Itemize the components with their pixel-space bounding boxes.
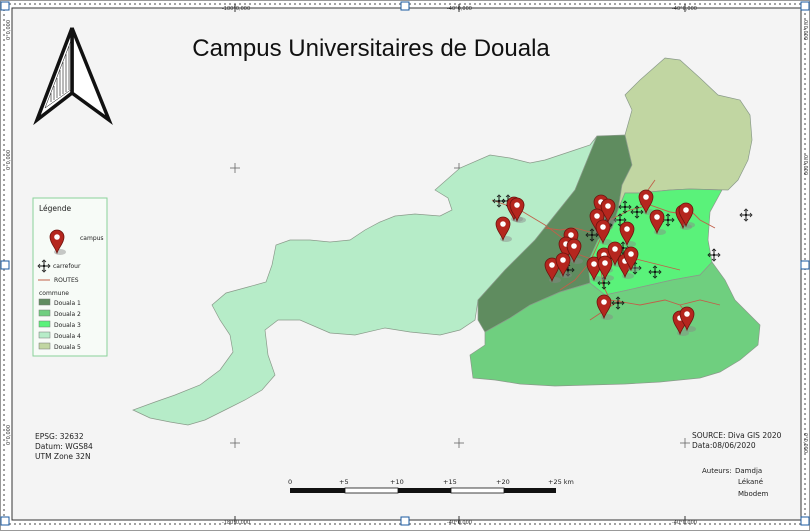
authors-label: Auteurs: — [702, 467, 732, 475]
legend-swatch-douala-5 — [38, 342, 51, 350]
tick-right-3: 0°0,000 — [802, 433, 808, 453]
scale-label-10: +10 — [390, 478, 404, 486]
tick-top-1: -180°0,000 — [222, 6, 250, 12]
scale-label-25: +25 km — [548, 478, 574, 486]
tick-left-2: 0°0,000 — [6, 150, 12, 170]
source-line-2: Data:08/06/2020 — [692, 441, 756, 450]
author-2: Lékané — [738, 478, 763, 486]
tick-right-1: 0°0,000 — [802, 20, 808, 40]
legend: Légende campus carrefour ROUTES commune … — [32, 197, 108, 357]
scale-label-0: 0 — [288, 478, 292, 486]
north-arrow-icon — [33, 27, 113, 126]
legend-commune-1: Douala 1 — [54, 300, 81, 307]
scale-label-20: +20 — [496, 478, 510, 486]
source-info: SOURCE: Diva GIS 2020 Data:08/06/2020 — [692, 431, 782, 450]
tick-left-1: 0°0,000 — [6, 20, 12, 40]
crs-datum: Datum: WGS84 — [35, 442, 93, 451]
map-title: Campus Universitaires de Douala — [192, 35, 550, 62]
tick-top-2: -40°0,000 — [447, 6, 472, 12]
legend-commune-4: Douala 4 — [54, 333, 81, 340]
legend-commune-3: Douala 3 — [54, 322, 81, 329]
tick-left-3: 0°0,000 — [6, 425, 12, 445]
legend-swatch-douala-2 — [38, 309, 51, 317]
author-1: Damdja — [735, 467, 762, 475]
tick-right-2: 0°0,000 — [802, 155, 808, 175]
legend-carrefour: carrefour — [53, 263, 81, 270]
scale-bar: 0 +5 +10 +15 +20 +25 km — [288, 478, 574, 494]
scale-label-5: +5 — [339, 478, 349, 486]
legend-title: Légende — [39, 204, 72, 213]
crs-epsg: EPSG: 32632 — [35, 432, 84, 441]
legend-campus: campus — [80, 235, 104, 242]
frame-tick-labels: -180°0,000 -40°0,000 -40°0,000 -180°0,00… — [6, 4, 808, 526]
crs-info: EPSG: 32632 Datum: WGS84 UTM Zone 32N — [35, 432, 93, 461]
tick-bottom-3: -40°0,000 — [672, 520, 697, 526]
author-3: Mbodem — [738, 490, 769, 498]
legend-swatch-douala-4 — [38, 331, 51, 339]
legend-commune-5: Douala 5 — [54, 344, 81, 351]
tick-top-3: -40°0,000 — [672, 6, 697, 12]
authors-info: Auteurs: Damdja Lékané Mbodem — [702, 467, 769, 498]
legend-swatch-douala-1 — [38, 298, 51, 306]
legend-routes: ROUTES — [54, 277, 79, 284]
tick-bottom-1: -180°0,000 — [222, 520, 250, 526]
scale-label-15: +15 — [443, 478, 457, 486]
legend-commune-title: commune — [39, 290, 69, 297]
crs-utm: UTM Zone 32N — [35, 452, 91, 461]
tick-bottom-2: -40°0,000 — [447, 520, 472, 526]
legend-swatch-douala-3 — [38, 320, 51, 328]
legend-commune-2: Douala 2 — [54, 311, 81, 318]
commune-douala-2 — [469, 261, 761, 387]
source-line-1: SOURCE: Diva GIS 2020 — [692, 431, 782, 440]
